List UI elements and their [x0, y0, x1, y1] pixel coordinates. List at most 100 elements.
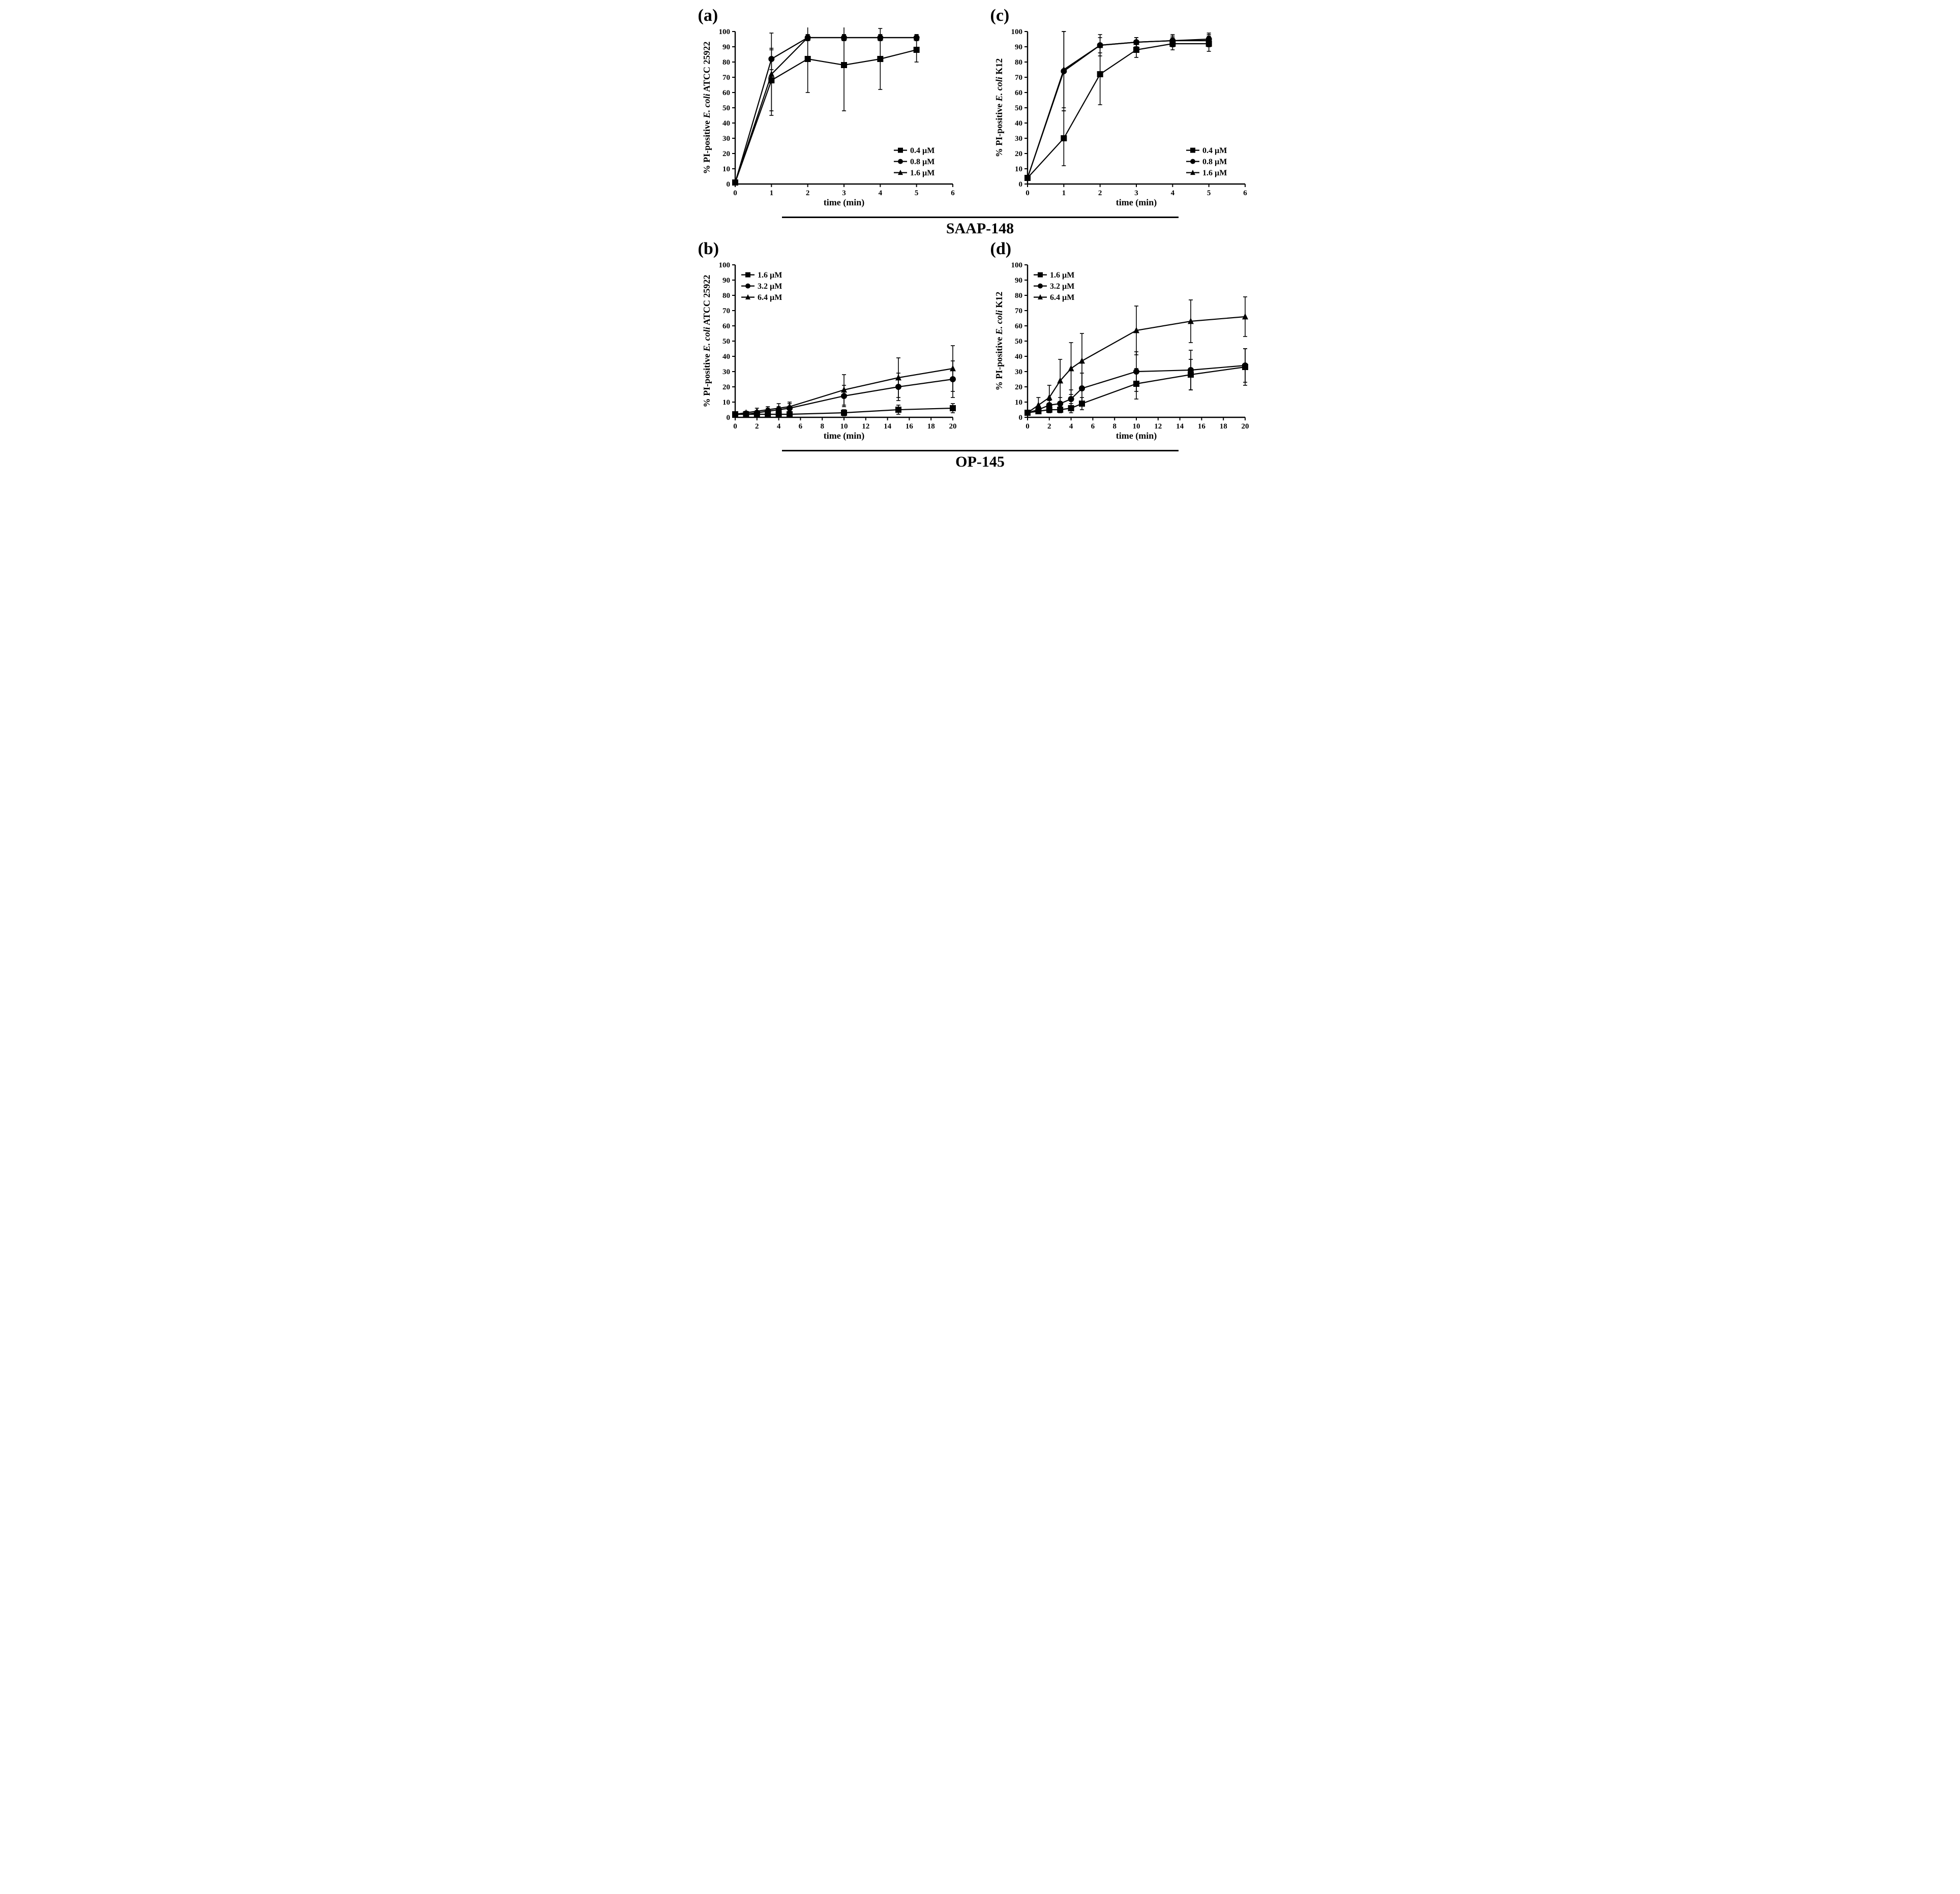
svg-text:0: 0 — [1026, 422, 1030, 431]
svg-text:90: 90 — [722, 277, 730, 285]
svg-text:0.4 µM: 0.4 µM — [910, 146, 934, 155]
svg-text:100: 100 — [1011, 261, 1022, 269]
figure-grid: (a) 01020304050607080901000123456time (m… — [701, 10, 1260, 471]
section-title-top: SAAP-148 — [701, 220, 1260, 237]
svg-text:0: 0 — [726, 180, 730, 189]
svg-text:1.6 µM: 1.6 µM — [910, 169, 934, 177]
svg-text:20: 20 — [949, 422, 956, 431]
svg-text:80: 80 — [722, 58, 730, 67]
svg-text:10: 10 — [1015, 165, 1022, 173]
section-rule-top — [782, 217, 1179, 218]
svg-text:0: 0 — [733, 422, 737, 431]
plot-d: 010203040506070809010002468101214161820t… — [993, 261, 1260, 444]
svg-text:90: 90 — [722, 43, 730, 51]
svg-text:12: 12 — [1154, 422, 1162, 431]
svg-text:6.4 µM: 6.4 µM — [1050, 293, 1074, 302]
svg-text:% PI-positive E. coli ATCC 259: % PI-positive E. coli ATCC 25922 — [702, 42, 712, 174]
svg-text:14: 14 — [1176, 422, 1184, 431]
section-rule-bottom — [782, 450, 1179, 451]
svg-text:6: 6 — [1091, 422, 1095, 431]
svg-text:20: 20 — [1015, 383, 1022, 391]
section-title-bottom: OP-145 — [701, 453, 1260, 471]
svg-text:50: 50 — [722, 104, 730, 112]
plot-c: 01020304050607080901000123456time (min)%… — [993, 27, 1260, 210]
svg-text:10: 10 — [1132, 422, 1140, 431]
svg-text:18: 18 — [1219, 422, 1227, 431]
svg-text:0.8 µM: 0.8 µM — [1202, 158, 1227, 166]
svg-text:1.6 µM: 1.6 µM — [1050, 271, 1074, 280]
svg-text:20: 20 — [1015, 150, 1022, 158]
svg-text:time (min): time (min) — [823, 197, 864, 208]
svg-text:4: 4 — [878, 189, 882, 197]
svg-text:80: 80 — [722, 292, 730, 300]
svg-text:1: 1 — [1062, 189, 1066, 197]
svg-text:1.6 µM: 1.6 µM — [758, 271, 782, 280]
svg-text:% PI-positive E. coli ATCC 259: % PI-positive E. coli ATCC 25922 — [702, 275, 712, 408]
panel-b: (b) 010203040506070809010002468101214161… — [701, 243, 968, 444]
svg-text:60: 60 — [722, 322, 730, 330]
svg-text:1.6 µM: 1.6 µM — [1202, 169, 1227, 177]
svg-text:3.2 µM: 3.2 µM — [758, 282, 782, 291]
svg-text:100: 100 — [718, 261, 730, 269]
svg-text:16: 16 — [1197, 422, 1205, 431]
svg-text:5: 5 — [914, 189, 918, 197]
svg-text:40: 40 — [722, 119, 730, 128]
svg-text:80: 80 — [1015, 292, 1022, 300]
panel-label-b: (b) — [698, 239, 719, 259]
svg-text:3.2 µM: 3.2 µM — [1050, 282, 1074, 291]
svg-text:3: 3 — [842, 189, 846, 197]
svg-text:0: 0 — [726, 414, 730, 422]
svg-text:10: 10 — [1015, 399, 1022, 407]
panel-a: (a) 01020304050607080901000123456time (m… — [701, 10, 968, 210]
svg-text:0: 0 — [1018, 180, 1022, 189]
svg-text:50: 50 — [1015, 338, 1022, 346]
panel-label-a: (a) — [698, 6, 718, 25]
svg-text:8: 8 — [820, 422, 824, 431]
svg-text:30: 30 — [1015, 368, 1022, 376]
svg-text:60: 60 — [722, 89, 730, 97]
svg-text:time (min): time (min) — [1115, 431, 1156, 441]
svg-text:6: 6 — [951, 189, 955, 197]
svg-text:4: 4 — [1069, 422, 1073, 431]
plot-b: 010203040506070809010002468101214161820t… — [701, 261, 968, 444]
svg-text:100: 100 — [1011, 28, 1022, 36]
section-saap: SAAP-148 — [701, 217, 1260, 237]
svg-text:50: 50 — [1015, 104, 1022, 112]
svg-text:0.4 µM: 0.4 µM — [1202, 146, 1227, 155]
section-op: OP-145 — [701, 450, 1260, 471]
svg-text:20: 20 — [722, 150, 730, 158]
svg-text:0: 0 — [1018, 414, 1022, 422]
svg-text:3: 3 — [1134, 189, 1138, 197]
svg-text:10: 10 — [722, 399, 730, 407]
svg-text:time (min): time (min) — [823, 431, 864, 441]
svg-text:% PI-positive E. coli K12: % PI-positive E. coli K12 — [994, 58, 1004, 158]
panel-d: (d) 010203040506070809010002468101214161… — [993, 243, 1260, 444]
svg-text:18: 18 — [927, 422, 934, 431]
svg-text:2: 2 — [755, 422, 759, 431]
svg-text:4: 4 — [1170, 189, 1174, 197]
svg-text:20: 20 — [1241, 422, 1249, 431]
svg-text:70: 70 — [722, 74, 730, 82]
svg-text:2: 2 — [1047, 422, 1051, 431]
svg-text:40: 40 — [1015, 119, 1022, 128]
svg-text:0: 0 — [733, 189, 737, 197]
svg-text:40: 40 — [1015, 353, 1022, 361]
svg-text:0.8 µM: 0.8 µM — [910, 158, 934, 166]
panel-c: (c) 01020304050607080901000123456time (m… — [993, 10, 1260, 210]
svg-text:70: 70 — [1015, 74, 1022, 82]
svg-text:80: 80 — [1015, 58, 1022, 67]
svg-text:90: 90 — [1015, 43, 1022, 51]
svg-text:5: 5 — [1207, 189, 1211, 197]
svg-text:30: 30 — [722, 368, 730, 376]
svg-text:90: 90 — [1015, 277, 1022, 285]
panel-label-c: (c) — [990, 6, 1010, 25]
svg-text:70: 70 — [1015, 307, 1022, 315]
svg-text:2: 2 — [805, 189, 809, 197]
panel-label-d: (d) — [990, 239, 1012, 259]
svg-text:30: 30 — [722, 135, 730, 143]
svg-text:100: 100 — [718, 28, 730, 36]
svg-text:10: 10 — [840, 422, 848, 431]
svg-text:14: 14 — [884, 422, 892, 431]
svg-text:0: 0 — [1026, 189, 1030, 197]
svg-text:60: 60 — [1015, 322, 1022, 330]
